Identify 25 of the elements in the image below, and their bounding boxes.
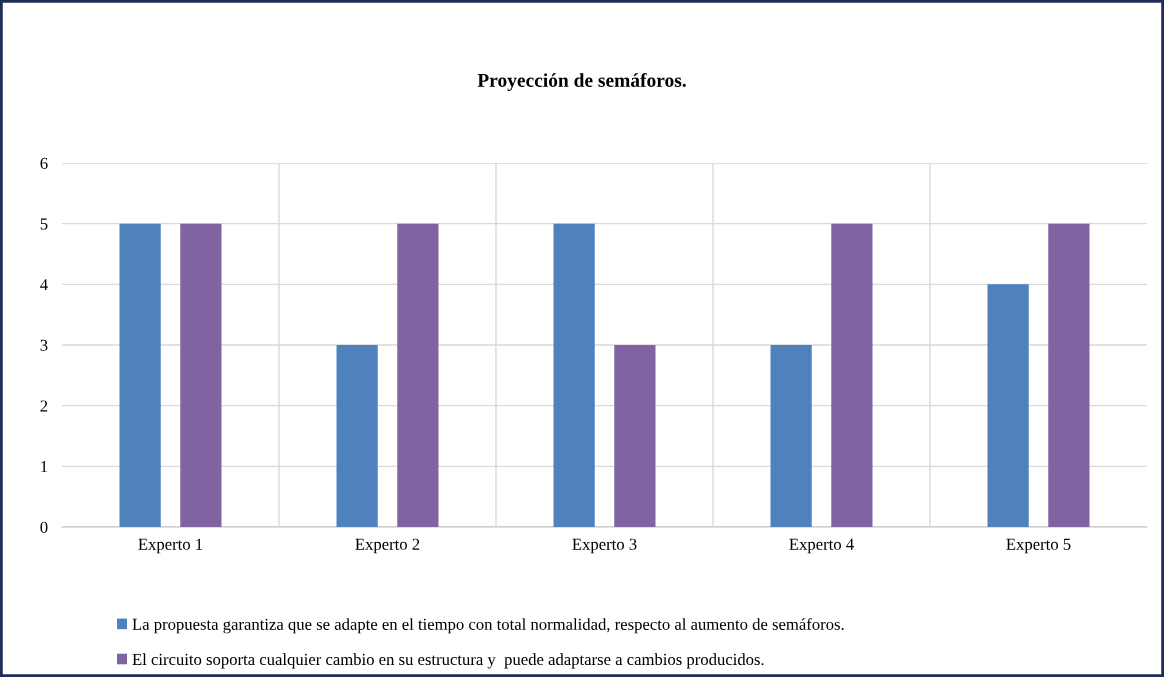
y-tick-label: 4 (40, 279, 48, 291)
x-tick-label: Experto 2 (355, 538, 420, 554)
legend-label: El circuito soporta cualquier cambio en su estructura y puede adaptarse a cambios producidos. (132, 653, 764, 669)
bar (553, 223, 595, 527)
y-tick-label: 1 (41, 461, 48, 473)
bar (1048, 223, 1090, 527)
x-tick-label: Experto 1 (138, 538, 203, 554)
bar (987, 284, 1029, 527)
bar (770, 345, 812, 527)
x-tick-label: Experto 4 (789, 538, 854, 554)
x-tick-label: Experto 5 (1006, 538, 1071, 554)
bar (831, 223, 873, 527)
y-tick-label: 0 (40, 521, 48, 533)
bar (336, 345, 378, 527)
bar (614, 345, 656, 527)
y-tick-label: 3 (40, 339, 48, 351)
y-tick-label: 2 (40, 400, 48, 412)
chart-title: Proyección de semáforos. (477, 73, 686, 91)
bar (180, 223, 222, 527)
y-tick-label: 6 (40, 157, 48, 169)
legend-label: La propuesta garantiza que se adapte en el tiempo con total normalidad, respecto al aumento de semáforos. (132, 618, 844, 634)
y-tick-label: 5 (40, 218, 48, 230)
bar (397, 223, 439, 527)
x-tick-label: Experto 3 (572, 538, 637, 554)
bar (119, 223, 161, 527)
